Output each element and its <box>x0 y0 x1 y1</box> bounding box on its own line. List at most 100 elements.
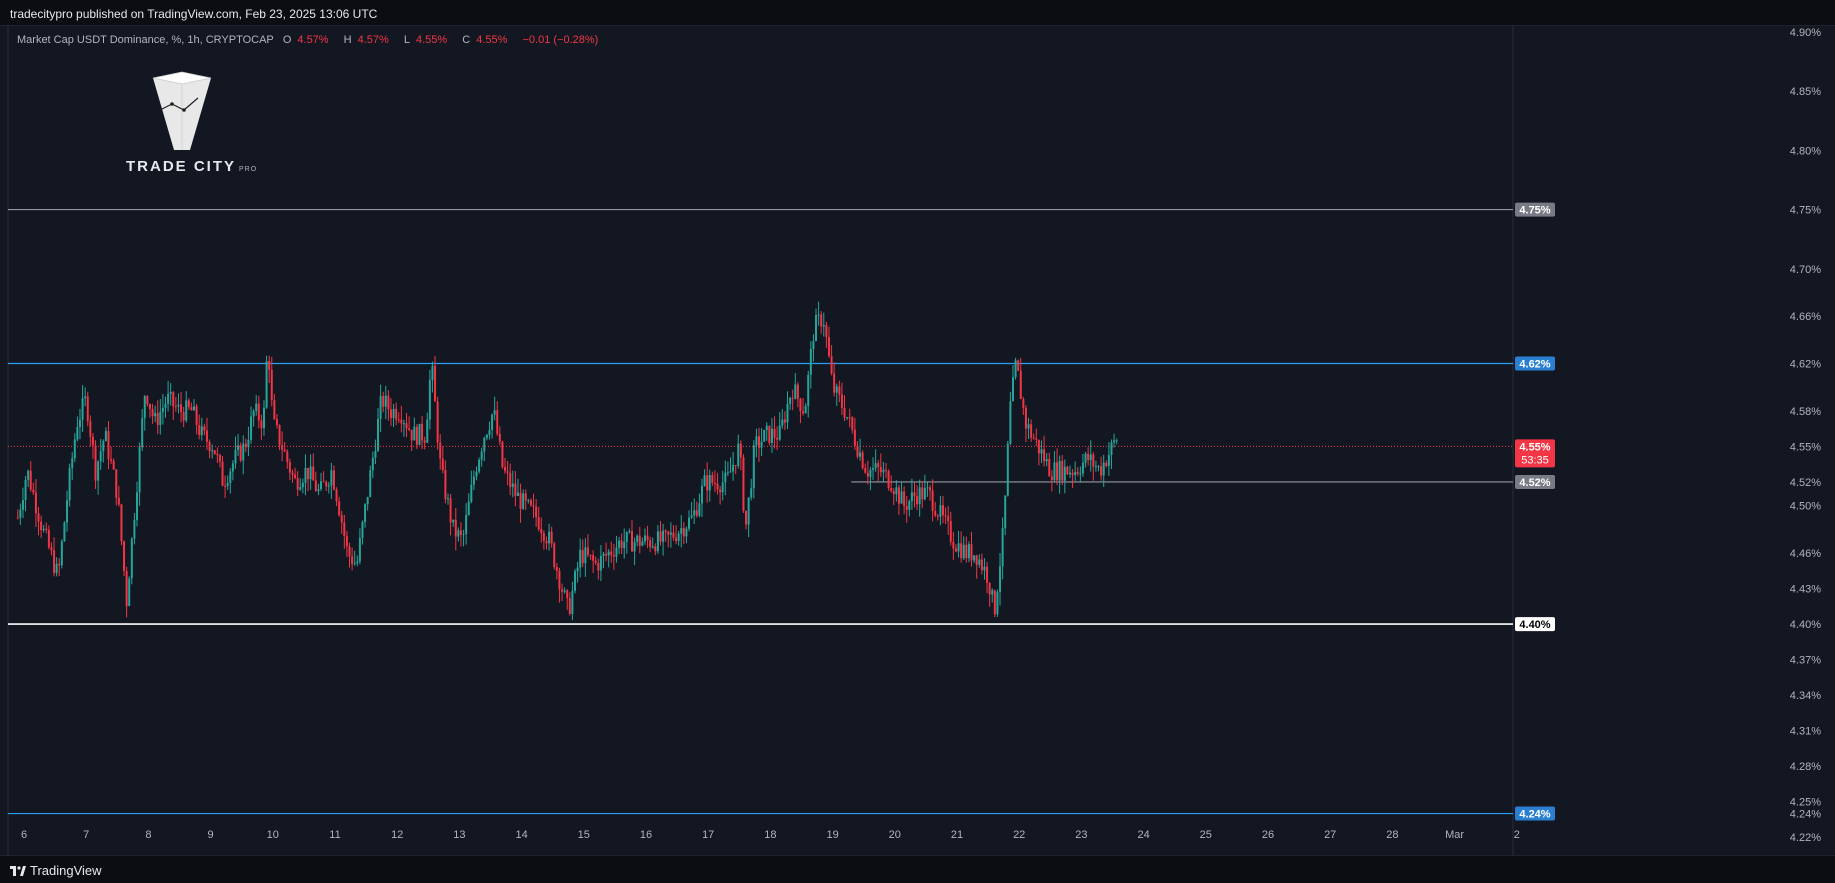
candle-body <box>226 483 229 486</box>
candle-body <box>431 365 434 380</box>
candle-body <box>724 472 727 483</box>
candle-body <box>78 419 81 428</box>
candle-body <box>377 418 380 451</box>
candle-body <box>252 411 255 417</box>
candle-body <box>211 450 214 452</box>
candle-body <box>620 540 623 549</box>
candle-body <box>410 429 413 441</box>
tradingview-brand[interactable]: TradingView <box>10 863 102 878</box>
candle-body <box>281 445 284 450</box>
y-tick-label: 4.85% <box>1790 86 1821 98</box>
x-tick-label: 10 <box>267 829 279 841</box>
candle-body <box>1094 466 1097 468</box>
candle-body <box>825 325 828 338</box>
x-tick-label: 27 <box>1324 829 1336 841</box>
candle-body <box>840 394 843 408</box>
candle-body <box>983 566 986 571</box>
candle-body <box>465 515 468 534</box>
candle-body <box>789 397 792 404</box>
candle-body <box>138 447 141 493</box>
candle-body <box>470 484 473 502</box>
candle-body <box>936 515 939 517</box>
candle-body <box>514 483 517 496</box>
candle-body <box>607 551 610 556</box>
candle-body <box>695 510 698 516</box>
candle-body <box>869 469 872 477</box>
candle-body <box>27 470 30 480</box>
candle-body <box>195 406 198 426</box>
candle-body <box>307 467 310 480</box>
candle-body <box>949 521 952 542</box>
candle-body <box>224 485 227 487</box>
candle-body <box>721 482 724 493</box>
candle-body <box>485 434 488 438</box>
candle-body <box>573 571 576 591</box>
candle-body <box>190 407 193 411</box>
candle-body <box>576 567 579 572</box>
candle-body <box>970 544 973 561</box>
candle-body <box>81 398 84 420</box>
candle-body <box>910 492 913 502</box>
candle-body <box>545 540 548 544</box>
candle-body <box>439 442 442 459</box>
x-tick-label: 24 <box>1137 829 1149 841</box>
candle-body <box>739 443 742 458</box>
candle-body <box>123 541 126 572</box>
candle-body <box>791 397 794 399</box>
candle-body <box>745 510 748 525</box>
candle-body <box>931 490 934 512</box>
x-tick-label: 9 <box>208 829 214 841</box>
candle-body <box>817 314 820 316</box>
candle-body <box>765 425 768 431</box>
candle-body <box>1110 442 1113 456</box>
candle-body <box>581 549 584 564</box>
candle-body <box>597 562 600 571</box>
candle-body <box>99 451 102 462</box>
candle-body <box>732 465 735 472</box>
candle-body <box>1115 440 1118 442</box>
candle-body <box>522 493 525 509</box>
candle-body <box>934 511 937 516</box>
candle-body <box>389 409 392 418</box>
candle-body <box>413 426 416 441</box>
candle-body <box>770 428 773 444</box>
candle-body <box>654 546 657 552</box>
candle-body <box>610 551 613 555</box>
candle-body <box>827 337 830 357</box>
candle-body <box>586 547 589 555</box>
candle-body <box>838 386 841 395</box>
candle-body <box>887 470 890 489</box>
candle-body <box>1022 399 1025 408</box>
candle-body <box>415 426 418 445</box>
candle-body <box>675 537 678 541</box>
candle-body <box>755 436 758 446</box>
candle-body <box>382 396 385 407</box>
candle-body <box>37 513 40 522</box>
y-tick-label: 4.28% <box>1790 761 1821 773</box>
candle-body <box>268 361 271 370</box>
candle-body <box>296 478 299 490</box>
candle-body <box>633 541 636 552</box>
candle-body <box>939 505 942 517</box>
candle-body <box>848 417 851 419</box>
candle-body <box>21 500 24 510</box>
candle-body <box>861 452 864 468</box>
candle-body <box>478 459 481 472</box>
candle-body <box>822 325 825 327</box>
candle-body <box>299 487 302 490</box>
candle-body <box>177 404 180 407</box>
candle-body <box>669 532 672 535</box>
candle-body <box>58 563 61 566</box>
candle-body <box>643 535 646 542</box>
y-tick-label: 4.43% <box>1790 584 1821 596</box>
candle-body <box>553 543 556 567</box>
candle-body <box>97 461 100 481</box>
candle-body <box>301 482 304 488</box>
candle-body <box>1019 370 1022 400</box>
candle-body <box>734 465 737 467</box>
candle-body <box>1079 473 1082 475</box>
legend-open-label: O <box>282 34 292 46</box>
candle-body <box>457 530 460 537</box>
footer-bar: TradingView <box>0 855 1835 883</box>
